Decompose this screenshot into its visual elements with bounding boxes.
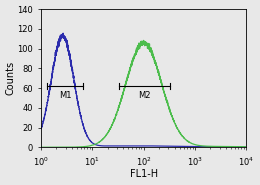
- X-axis label: FL1-H: FL1-H: [130, 169, 158, 179]
- Y-axis label: Counts: Counts: [5, 61, 16, 95]
- Text: M1: M1: [59, 91, 72, 100]
- Text: M2: M2: [139, 91, 151, 100]
